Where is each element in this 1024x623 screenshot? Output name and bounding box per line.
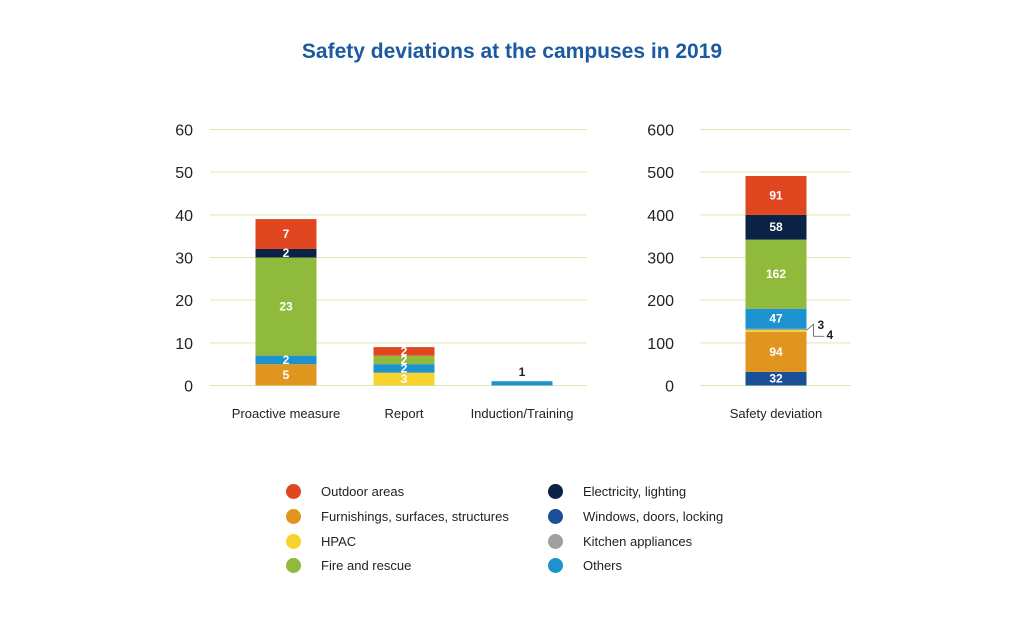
y-tick-label: 0 [184,379,193,396]
bar-segment-fire-and-rescue [745,239,807,309]
legend-item-electricity-lighting: Electricity, lighting [548,480,686,502]
data-label: 47 [769,312,783,326]
data-label: 2 [283,246,290,260]
bar-segment-outdoor-areas [373,347,435,356]
y-tick-label: 500 [647,165,674,182]
data-label: 58 [769,220,783,234]
legend-label: Fire and rescue [321,557,412,573]
y-tick-label: 100 [647,336,674,353]
bar-segment-furnishings-surfaces-structures [255,364,317,386]
data-label: 1 [519,365,526,379]
y-tick-label: 0 [665,379,674,396]
legend-item-others: Others [548,554,622,576]
x-category-label: Proactive measure [232,406,340,421]
legend-label: Kitchen appliances [583,533,693,549]
data-label: 5 [283,368,290,382]
legend-item-furnishings: Furnishings, surfaces, structures [286,505,509,527]
data-label: 162 [766,267,786,281]
legend-swatch [286,508,301,524]
legend-swatch [548,483,563,499]
bar-segment-hpac [745,330,807,332]
legend-item-kitchen-appliances: Kitchen appliances [548,530,692,552]
y-tick-label: 10 [175,336,193,353]
y-tick-label: 200 [647,293,674,310]
legend-label: Windows, doors, locking [583,508,724,524]
legend-swatch [548,557,563,573]
data-label: 94 [769,345,783,359]
y-tick-label: 600 [647,123,674,140]
data-label: 2 [401,353,408,367]
legend-item-windows-doors-locking: Windows, doors, locking [548,505,723,527]
legend-item-fire-and-rescue: Fire and rescue [286,554,411,576]
data-label: 3 [401,372,408,386]
data-label: 2 [401,361,408,375]
bar-segment-fire-and-rescue [373,355,435,365]
bar-segment-windows-doors-locking [745,371,807,386]
bar-segment-others [745,308,807,329]
legend-swatch [286,533,301,549]
x-category-label: Report [384,406,423,421]
bar-segment-others [491,381,553,386]
bar-segment-furnishings-surfaces-structures [745,331,807,372]
bar-segment-electricity-lighting [745,214,807,240]
bar-segment-others [373,364,435,373]
callout-line [806,323,825,337]
bar-segment-fire-and-rescue [255,257,317,356]
data-label: 7 [283,227,290,241]
legend-label: Furnishings, surfaces, structures [321,508,509,524]
legend-swatch [286,557,301,573]
bar-segment-outdoor-areas [255,219,317,249]
legend-swatch [286,483,301,499]
legend-label: HPAC [321,533,357,549]
x-category-label: Induction/Training [471,406,574,421]
y-tick-label: 40 [175,208,193,225]
bar-segment-outdoor-areas [745,176,807,215]
x-category-label: Safety deviation [730,406,823,421]
legend-item-outdoor-areas: Outdoor areas [286,480,404,502]
legend-item-hpac: HPAC [286,530,356,552]
data-label: 91 [769,188,783,202]
y-tick-label: 50 [175,165,193,182]
bar-segment-kitchen-appliances [745,328,807,331]
legend-swatch [548,533,563,549]
legend-label: Outdoor areas [321,483,405,499]
bar-segment-hpac [373,372,435,386]
bar-segment-others [255,355,317,365]
bar-segment-electricity-lighting [255,248,317,258]
callout-label: 4 [827,328,834,342]
legend: Outdoor areas Furnishings, surfaces, str… [0,480,1024,580]
y-tick-label: 60 [175,123,193,140]
y-tick-label: 20 [175,293,193,310]
chart-title: Safety deviations at the campuses in 201… [301,40,723,63]
data-label: 32 [769,372,783,386]
y-tick-label: 300 [647,251,674,268]
legend-label: Others [583,557,623,573]
y-tick-label: 400 [647,208,674,225]
y-tick-label: 30 [175,251,193,268]
data-label: 2 [283,353,290,367]
legend-swatch [548,508,563,524]
data-label: 2 [401,344,408,358]
data-label: 23 [279,300,293,314]
legend-label: Electricity, lighting [583,483,687,499]
callout-label: 3 [818,318,825,332]
